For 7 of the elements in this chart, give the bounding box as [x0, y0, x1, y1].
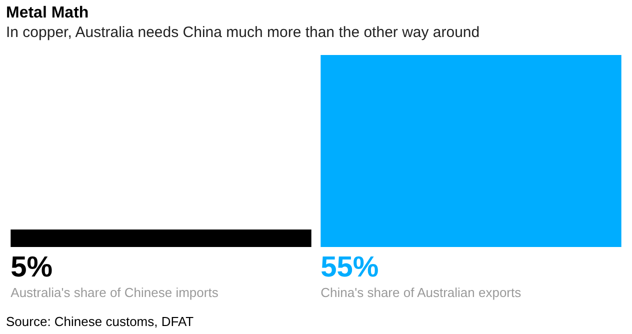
chart-title: Metal Math [6, 4, 89, 22]
chart-subtitle: In copper, Australia needs China much more than the other way around [6, 24, 480, 41]
data-label: 5% [10, 252, 53, 284]
x-tick-label: China's share of Australian exports [320, 285, 522, 300]
data-label: 55% [320, 252, 379, 284]
x-tick-label: Australia's share of Chinese imports [10, 285, 219, 300]
source-note: Source: Chinese customs, DFAT [6, 314, 194, 329]
